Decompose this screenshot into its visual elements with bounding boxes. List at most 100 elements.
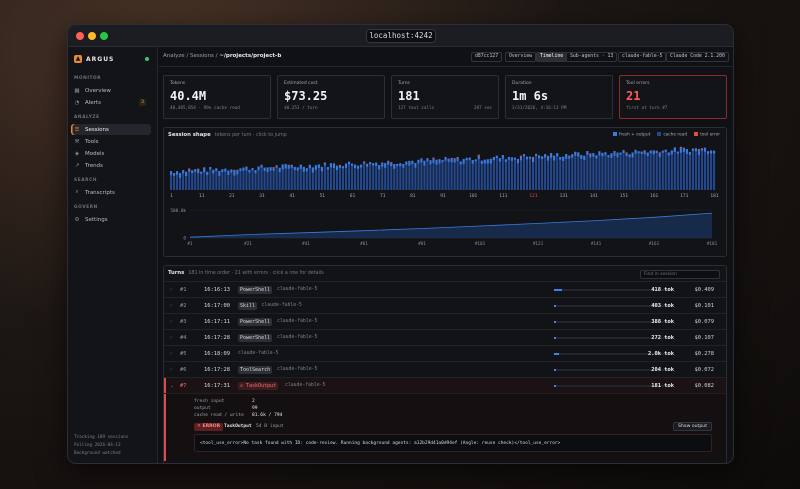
bar-fresh (643, 151, 646, 155)
breadcrumb-separator: / (215, 53, 218, 59)
show-output-button[interactable]: Show output (672, 422, 712, 431)
bar-fresh (245, 166, 248, 171)
table-row[interactable]: › #2 16:17:00 Skill claude-fable-5 403 tok $0.… (164, 297, 726, 313)
bar-cache (586, 151, 589, 190)
turn-number: #5 (180, 350, 187, 357)
turns-title: Turns (168, 270, 185, 276)
title-bar: localhost:4242 (68, 25, 733, 47)
chevron-icon[interactable]: › (170, 350, 172, 357)
stat-card-duration: Duration 1m 6s 3/31/2026, 4:16:13 PM (505, 75, 613, 119)
bar-fresh (381, 162, 384, 167)
bar-error (531, 156, 535, 159)
detail-value: 2 (252, 399, 255, 404)
table-row[interactable]: › #4 16:17:28 PowerShell claude-fable-5 272 t… (164, 329, 726, 345)
sidebar-item-settings[interactable]: ⚙ Settings (71, 214, 151, 225)
bar-fresh (284, 163, 287, 169)
maximize-window-button[interactable] (100, 32, 108, 40)
bar-cache (357, 165, 360, 190)
error-input-size: 54 B input (256, 424, 284, 429)
bar-cache (212, 169, 215, 190)
tab-overview[interactable]: Overview (505, 52, 537, 62)
bar-fresh (580, 155, 583, 159)
tool-badge: PowerShell (238, 286, 273, 294)
bar-cache (465, 157, 468, 190)
tool-badge: Skill (238, 302, 258, 310)
bar-cache (516, 158, 520, 190)
bar-fresh (266, 167, 269, 172)
table-row[interactable]: › #6 16:17:28 ToolSearch claude-fable-5 204 t… (164, 361, 726, 377)
chevron-icon[interactable]: › (170, 286, 172, 293)
find-in-session-input[interactable]: Find in session (640, 270, 720, 279)
bar-fresh (251, 167, 254, 171)
breadcrumb-sessions[interactable]: Sessions (190, 53, 214, 59)
sidebar-item-label: Overview (85, 87, 111, 94)
sidebar-item-label: Alerts (85, 99, 101, 106)
stat-card-tool-errors[interactable]: Tool errors 21 first at turn #7 (619, 75, 727, 119)
turn-cost: $0.079 (694, 318, 714, 325)
sidebar-item-sessions[interactable]: ☰ Sessions (71, 124, 151, 135)
table-row[interactable]: ⌄ #7 16:17:31 ✕ TaskOutput claude-fable-5 181… (164, 377, 726, 393)
breadcrumb-analyze[interactable]: Analyze (163, 53, 185, 59)
cube-icon: ◈ (74, 150, 80, 157)
chevron-icon[interactable]: › (170, 318, 172, 325)
chevron-icon[interactable]: › (170, 366, 172, 373)
table-row[interactable]: › #5 16:18:09 claude-fable-5 2.0k tok $0.278 (164, 345, 726, 361)
bar-cache (257, 166, 260, 190)
session-hash-badge[interactable]: d87cc127 (471, 52, 503, 62)
table-row[interactable]: › #3 16:17:11 PowerShell claude-fable-5 388 t… (164, 313, 726, 329)
sidebar-item-tools[interactable]: ⚒ Tools (71, 136, 151, 147)
tab-sub-agents[interactable]: Sub-agents · 13 (566, 52, 618, 62)
bar-fresh (510, 157, 513, 161)
bar-fresh (290, 165, 293, 168)
sidebar: ▲ ARGUS MONITOR ▦ Overview ◔ Alerts 3 ANALY… (68, 47, 158, 463)
bar-fresh (369, 162, 372, 165)
token-bar (554, 369, 671, 371)
chevron-icon[interactable]: ⌄ (170, 382, 175, 389)
detail-value: 81.6k / 794 (252, 413, 283, 418)
bar-fresh (513, 157, 516, 160)
sidebar-item-transcripts[interactable]: ⌕ Transcripts (71, 187, 151, 198)
turn-time: 16:17:31 (204, 382, 230, 389)
model-name: claude-fable-5 (285, 383, 326, 388)
brand-logo-icon: ▲ (74, 55, 82, 63)
x-tick-label: #161 (649, 241, 660, 247)
url-bar[interactable]: localhost:4242 (366, 29, 436, 43)
chevron-icon[interactable]: › (170, 302, 172, 309)
turn-number: #1 (180, 286, 187, 293)
bar-fresh (239, 168, 242, 172)
bar-fresh (411, 160, 414, 165)
minimize-window-button[interactable] (88, 32, 96, 40)
bar-cache (179, 173, 182, 190)
tool-badge: PowerShell (238, 334, 273, 342)
token-bar (554, 289, 671, 291)
bar-error (197, 168, 200, 170)
bar-fresh (498, 158, 501, 162)
bar-cache (646, 152, 649, 190)
table-row[interactable]: › #1 16:16:13 PowerShell claude-fable-5 418 t… (164, 281, 726, 297)
sidebar-item-trends[interactable]: ↗ Trends (71, 160, 151, 171)
sidebar-item-overview[interactable]: ▦ Overview (71, 85, 151, 96)
bar-fresh (323, 162, 326, 166)
chevron-icon[interactable]: › (170, 334, 172, 341)
sidebar-item-label: Trends (85, 162, 103, 169)
bar-chart[interactable]: 1 11 21 31 41 51 61 71 81 91 101 111 121 131 141 151 161… (164, 138, 724, 256)
sidebar-item-alerts[interactable]: ◔ Alerts 3 (71, 97, 151, 108)
bar-cache (456, 156, 459, 190)
close-window-button[interactable] (76, 32, 84, 40)
alerts-badge: 3 (139, 99, 146, 106)
bar-fresh (559, 157, 562, 160)
bar-fresh (519, 156, 523, 161)
bar-fresh (670, 150, 673, 155)
tool-badge: ✕ TaskOutput (238, 382, 279, 390)
bar-fresh (173, 173, 176, 176)
bar-cache (203, 167, 206, 190)
bar-fresh (622, 149, 625, 153)
sidebar-item-models[interactable]: ◈ Models (71, 148, 151, 159)
bar-fresh (610, 153, 613, 159)
error-output: <tool_use_error>No task found with ID: c… (194, 434, 712, 452)
bar-error (643, 150, 646, 152)
legend-label: cache read (663, 132, 688, 138)
tab-timeline[interactable]: Timeline (536, 52, 568, 62)
table-row[interactable]: ›#816:17:34TaskOutputclaude-fable-5175 t… (164, 463, 726, 464)
bar-cache (242, 167, 245, 190)
